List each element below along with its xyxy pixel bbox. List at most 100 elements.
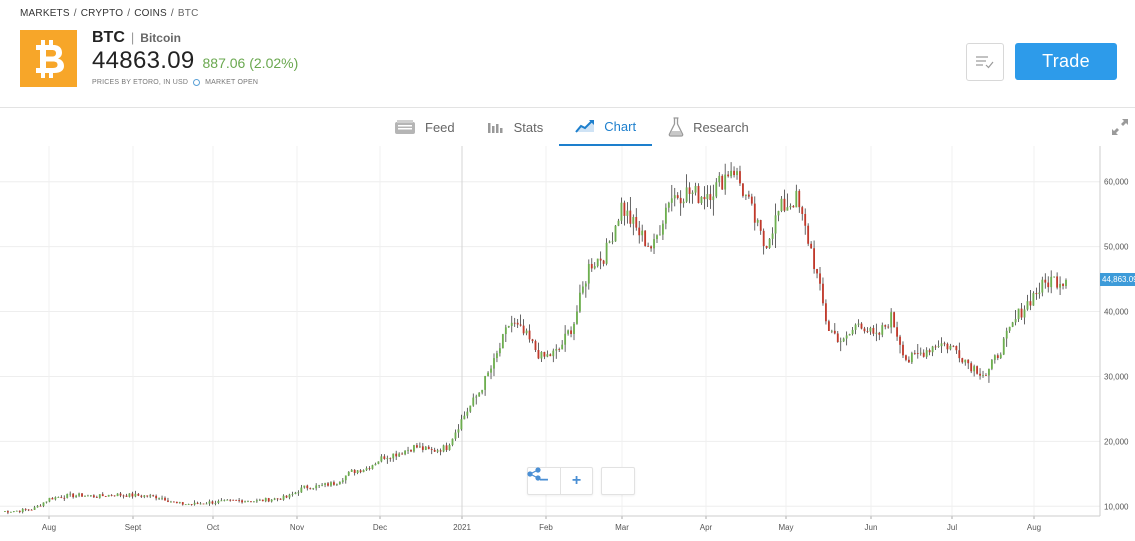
candle-body — [570, 330, 572, 334]
candle-body — [84, 495, 86, 497]
candle-body — [765, 245, 768, 248]
candle-body — [804, 213, 807, 226]
candle-body — [122, 495, 125, 497]
candle-body — [940, 343, 943, 347]
candle-body — [555, 349, 558, 351]
breadcrumb-markets[interactable]: MARKETS — [20, 8, 70, 19]
tab-research[interactable]: Research — [652, 108, 765, 146]
candle-body — [647, 245, 650, 247]
candle-body — [780, 198, 783, 212]
candle-body — [910, 353, 913, 363]
candle-body — [810, 243, 813, 249]
candle-body — [786, 207, 789, 211]
candle-body — [288, 494, 291, 498]
candle-body — [433, 449, 436, 452]
tab-stats[interactable]: Stats — [471, 108, 560, 146]
candle-body — [825, 303, 827, 322]
candle-body — [789, 205, 792, 208]
candle-body — [721, 175, 724, 190]
candle-body — [39, 505, 42, 507]
candle-body — [36, 505, 39, 508]
candle-body — [158, 498, 160, 499]
candle-body — [353, 469, 356, 473]
candle-body — [617, 220, 620, 226]
candle-body — [113, 495, 116, 497]
candle-body — [516, 322, 519, 325]
instrument-title: BTC | Bitcoin — [92, 29, 181, 47]
candle-body — [703, 196, 706, 200]
share-button[interactable] — [527, 467, 634, 494]
candle-body — [976, 366, 979, 374]
market-status: MARKET OPEN — [205, 79, 259, 86]
candle-body — [359, 470, 362, 473]
candle-body — [371, 465, 374, 469]
candle-body — [143, 495, 146, 497]
candle-body — [504, 327, 507, 335]
candle-body — [662, 223, 664, 235]
candle-body — [685, 187, 688, 202]
tab-chart[interactable]: Chart — [559, 108, 653, 146]
chart-canvas[interactable]: 10,000 20,000 30,000 40,000 50,000 60,000 Aug S… — [0, 146, 1135, 541]
candle-body — [430, 449, 433, 450]
zoom-in-button[interactable]: + — [560, 468, 592, 494]
candle-body — [638, 227, 641, 236]
candle-body — [727, 174, 730, 177]
candle-body — [389, 458, 392, 459]
candle-body — [967, 359, 970, 364]
candle-body — [641, 230, 644, 236]
candle-body — [573, 323, 575, 334]
candle-body — [854, 324, 857, 330]
candle-body — [395, 453, 398, 457]
tab-feed[interactable]: Feed — [378, 108, 471, 146]
x-tick-label: Apr — [700, 523, 713, 532]
price-chart[interactable]: 10,000 20,000 30,000 40,000 50,000 60,000 Aug S… — [0, 146, 1135, 541]
candle-body — [380, 456, 383, 462]
candle-body — [285, 495, 288, 498]
candle-body — [1029, 301, 1032, 306]
trade-button[interactable]: Trade — [1015, 43, 1117, 80]
candle-body — [436, 450, 439, 452]
zoom-out-button[interactable]: − — [539, 472, 549, 489]
watchlist-button[interactable] — [966, 43, 1004, 81]
candle-body — [250, 501, 252, 503]
candle-body — [549, 354, 552, 357]
candle-body — [993, 355, 996, 360]
candle-body — [872, 327, 875, 334]
breadcrumb-crypto[interactable]: CRYPTO — [80, 8, 124, 19]
breadcrumb-coins[interactable]: COINS — [134, 8, 167, 19]
candle-body — [244, 501, 246, 503]
candle-body — [1056, 276, 1059, 288]
candle-body — [416, 445, 418, 448]
candle-body — [315, 485, 318, 489]
candle-body — [632, 216, 635, 224]
candle-body — [374, 463, 377, 466]
candle-body — [744, 194, 747, 196]
candle-body — [878, 332, 881, 335]
y-tick-label: 60,000 — [1104, 178, 1129, 187]
candle-body — [753, 203, 756, 223]
candle-body — [739, 171, 741, 184]
candle-body — [996, 355, 999, 358]
candle-body — [362, 470, 365, 473]
candle-body — [306, 485, 309, 489]
candle-body — [1026, 301, 1029, 310]
candle-body — [839, 341, 842, 343]
candle-body — [211, 501, 214, 504]
candle-body — [220, 500, 223, 502]
last-price-tag: 44,863.09 — [1100, 273, 1135, 286]
candle-body — [152, 495, 155, 497]
candle-body — [501, 334, 504, 349]
candle-body — [1050, 276, 1053, 288]
expand-button[interactable] — [1111, 118, 1129, 136]
tab-research-label: Research — [693, 119, 749, 135]
candle-body — [1059, 283, 1061, 288]
x-tick-label: Jul — [947, 523, 957, 532]
candle-body — [18, 510, 21, 512]
candle-body — [807, 225, 810, 244]
candle-body — [57, 497, 60, 498]
candle-body — [694, 185, 697, 193]
candle-body — [484, 376, 487, 390]
candle-body — [567, 330, 570, 334]
clock-icon — [193, 79, 201, 86]
candle-body — [842, 338, 845, 342]
